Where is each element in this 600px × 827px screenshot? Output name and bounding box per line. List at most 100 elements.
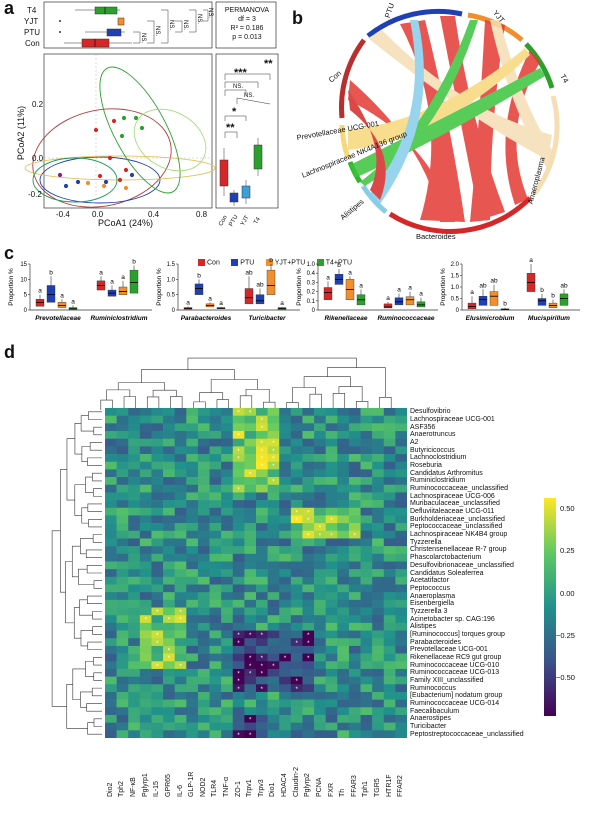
heatmap-cell <box>267 691 280 700</box>
heatmap-cell <box>348 699 361 708</box>
heatmap-cell <box>209 515 222 524</box>
heatmap-row-label: Ruminococcaceae UCG-010 <box>410 661 500 669</box>
heatmap-cell <box>256 408 268 416</box>
heatmap-cell <box>128 615 141 624</box>
heatmap-cell <box>383 561 396 570</box>
heatmap-cell <box>325 415 338 424</box>
heatmap-cell <box>348 415 361 424</box>
heatmap-cell <box>105 530 117 539</box>
sig-star: * <box>179 664 182 670</box>
heatmap-cell <box>151 599 164 608</box>
heatmap-cell <box>395 684 407 693</box>
heatmap-cell <box>197 707 210 716</box>
heatmap-cell <box>314 431 326 439</box>
heatmap-cell <box>105 569 117 578</box>
heatmap-cell <box>314 423 326 432</box>
heatmap-cell <box>174 431 187 439</box>
heatmap-cell <box>302 576 315 585</box>
heatmap-cell <box>105 500 117 509</box>
heatmap-cell <box>348 592 361 601</box>
heatmap-cell <box>186 615 199 624</box>
legend-label: YJT+PTU <box>274 259 306 266</box>
heatmap-cell <box>163 423 175 432</box>
sig-star: * <box>249 733 252 738</box>
dendrogram-branch <box>80 630 93 647</box>
heatmap-cell <box>337 446 350 455</box>
heatmap-cell <box>116 492 129 501</box>
heatmap-cell <box>395 546 407 555</box>
heatmap-cell <box>267 653 280 662</box>
heatmap-cell <box>302 684 315 693</box>
heatmap-cell <box>116 569 129 578</box>
heatmap-cell <box>163 530 175 539</box>
sig-label: * <box>232 106 237 118</box>
heatmap-cell <box>383 638 396 647</box>
arc-bac <box>388 196 532 234</box>
heatmap-cell <box>372 454 385 463</box>
dendrogram-branch <box>87 722 102 735</box>
heatmap-cell <box>116 500 129 509</box>
heatmap-cell <box>221 584 234 593</box>
heatmap-cell <box>395 730 407 738</box>
panel-a-figure <box>24 1 279 209</box>
x-tick: 0.8 <box>196 210 208 219</box>
heatmap-cell <box>116 530 129 539</box>
heatmap-row-label: [Eubacterium] nodatum group <box>410 692 503 700</box>
heatmap-cell <box>139 438 152 447</box>
heatmap-cell <box>209 523 222 532</box>
heatmap-cell <box>267 431 280 439</box>
heatmap-cell <box>151 515 164 524</box>
heatmap-cell <box>139 691 152 700</box>
heatmap-cell <box>337 530 350 539</box>
heatmap-cell <box>372 515 385 524</box>
heatmap-cell <box>151 431 164 439</box>
heatmap-cell <box>244 699 257 708</box>
heatmap-cell <box>314 607 326 616</box>
heatmap-cell <box>221 592 234 601</box>
sig-letter: a <box>71 298 75 305</box>
heatmap-cell <box>209 500 222 509</box>
dendrogram-branch <box>87 595 102 604</box>
heatmap-cell <box>139 446 152 455</box>
sig-star: * <box>249 664 252 670</box>
heatmap-cell <box>163 576 175 585</box>
heatmap-cell <box>116 691 129 700</box>
heatmap-cell <box>197 630 210 639</box>
heatmap-cell <box>151 423 164 432</box>
heatmap-cell <box>197 661 210 670</box>
heatmap-cell <box>128 538 141 547</box>
dendrogram-branch <box>141 369 235 383</box>
heatmap-cell <box>325 530 338 539</box>
heatmap-cell <box>302 461 315 470</box>
heatmap-cell <box>372 615 385 624</box>
heatmap-cell <box>186 569 199 578</box>
legend-swatch <box>198 258 205 266</box>
heatmap-cell <box>395 653 407 662</box>
heatmap-cell <box>395 553 407 562</box>
heatmap-cell <box>105 599 117 608</box>
heatmap-row-label: Butyricicoccus <box>410 446 455 454</box>
heatmap-cell <box>116 431 129 439</box>
heatmap-cell <box>221 699 234 708</box>
heatmap-cell <box>302 707 315 716</box>
heatmap-cell <box>209 622 222 631</box>
heatmap-cell <box>139 607 152 616</box>
heatmap-cell <box>232 645 245 654</box>
heatmap-col-label: TGR5 <box>373 778 381 797</box>
heatmap-cell <box>383 461 396 470</box>
heatmap-cell <box>279 622 292 631</box>
heatmap-cell <box>232 553 245 562</box>
heatmap-cell <box>174 415 187 424</box>
heatmap-cell <box>383 446 396 455</box>
heatmap-cell <box>105 431 117 439</box>
heatmap-cell <box>302 415 315 424</box>
heatmap-cell <box>279 561 292 570</box>
heatmap-cell <box>372 638 385 647</box>
heatmap-cell <box>290 622 303 631</box>
heatmap-cell <box>128 576 141 585</box>
heatmap-cell <box>395 722 407 731</box>
heatmap-cell <box>128 645 141 654</box>
heatmap-cell <box>232 454 245 463</box>
heatmap-cell <box>302 661 315 670</box>
dendrogram-branch <box>80 691 93 708</box>
